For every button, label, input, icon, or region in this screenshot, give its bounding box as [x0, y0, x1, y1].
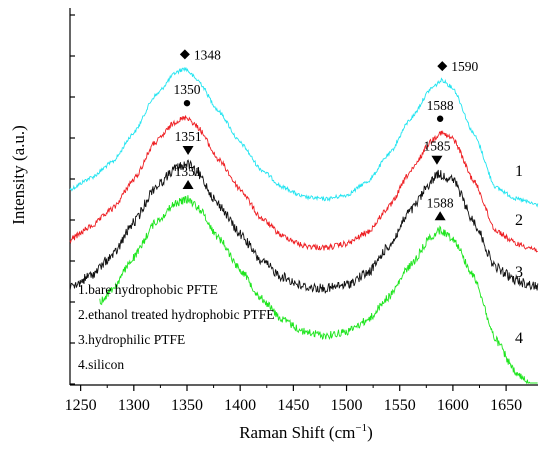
series-line-4: [99, 195, 538, 385]
peak-marker-triangle-down: [431, 155, 443, 165]
series-line-3: [69, 159, 539, 294]
x-tick-label: 1350: [171, 397, 203, 414]
x-axis-label-main: Raman Shift (cm: [239, 423, 355, 442]
x-axis-label: Raman Shift (cm−1): [239, 422, 373, 442]
x-axis-label-tail: ): [367, 423, 373, 442]
axes: [69, 8, 538, 386]
peak-label: 1350: [174, 82, 201, 97]
x-tick-label: 1450: [277, 397, 309, 414]
peak-label: 1351: [175, 129, 202, 144]
series-number-labels: 1 2 3 4: [515, 163, 523, 347]
peak-label: 1351: [175, 164, 202, 179]
x-tick-label: 1250: [65, 397, 97, 414]
series-label-4: 4: [515, 330, 523, 347]
peak-annotations: 1348 1590 1350 1588 1351 1585 1351 1588: [174, 47, 479, 221]
legend-item-3: 3.hydrophilic PTFE: [78, 332, 185, 347]
series-label-2: 2: [515, 212, 523, 229]
peak-label: 1590: [451, 59, 478, 74]
legend-item-2: 2.ethanol treated hydrophobic PTFE: [78, 307, 274, 322]
x-tick-label: 1500: [331, 397, 363, 414]
y-axis-label: Intensity (a.u.): [9, 125, 28, 225]
series-line-2: [69, 115, 538, 253]
legend-item-4: 4.silicon: [78, 357, 124, 372]
peak-marker-triangle-up: [434, 211, 446, 221]
peak-label: 1588: [427, 98, 454, 113]
x-tick-label: 1300: [118, 397, 150, 414]
x-tick-label: 1650: [490, 397, 522, 414]
peak-marker-diamond: [179, 49, 190, 60]
peak-marker-circle: [183, 99, 191, 107]
x-tick-label: 1400: [224, 397, 256, 414]
peak-marker-triangle-up: [182, 180, 194, 190]
peak-marker-diamond: [437, 61, 448, 72]
x-tick-label: 1600: [437, 397, 469, 414]
series-label-3: 3: [515, 264, 523, 281]
peak-label: 1348: [194, 47, 221, 62]
x-tick-label: 1550: [384, 397, 416, 414]
peak-marker-circle: [436, 115, 444, 122]
y-minor-ticks: [70, 14, 75, 385]
legend-item-1: 1.bare hydrophobic PFTE: [78, 282, 218, 297]
legend: 1.bare hydrophobic PFTE 2.ethanol treate…: [78, 282, 274, 372]
series-layer: [69, 67, 539, 385]
peak-label: 1585: [423, 139, 450, 154]
peak-marker-triangle-down: [182, 145, 194, 155]
peak-label: 1588: [427, 195, 454, 210]
series-label-1: 1: [515, 163, 523, 180]
x-axis-label-superscript: −1: [355, 422, 367, 434]
x-ticks: 1250 1300 1350 1400 1450 1500 1550 1600 1650: [65, 385, 522, 414]
series-line-1: [69, 67, 539, 208]
